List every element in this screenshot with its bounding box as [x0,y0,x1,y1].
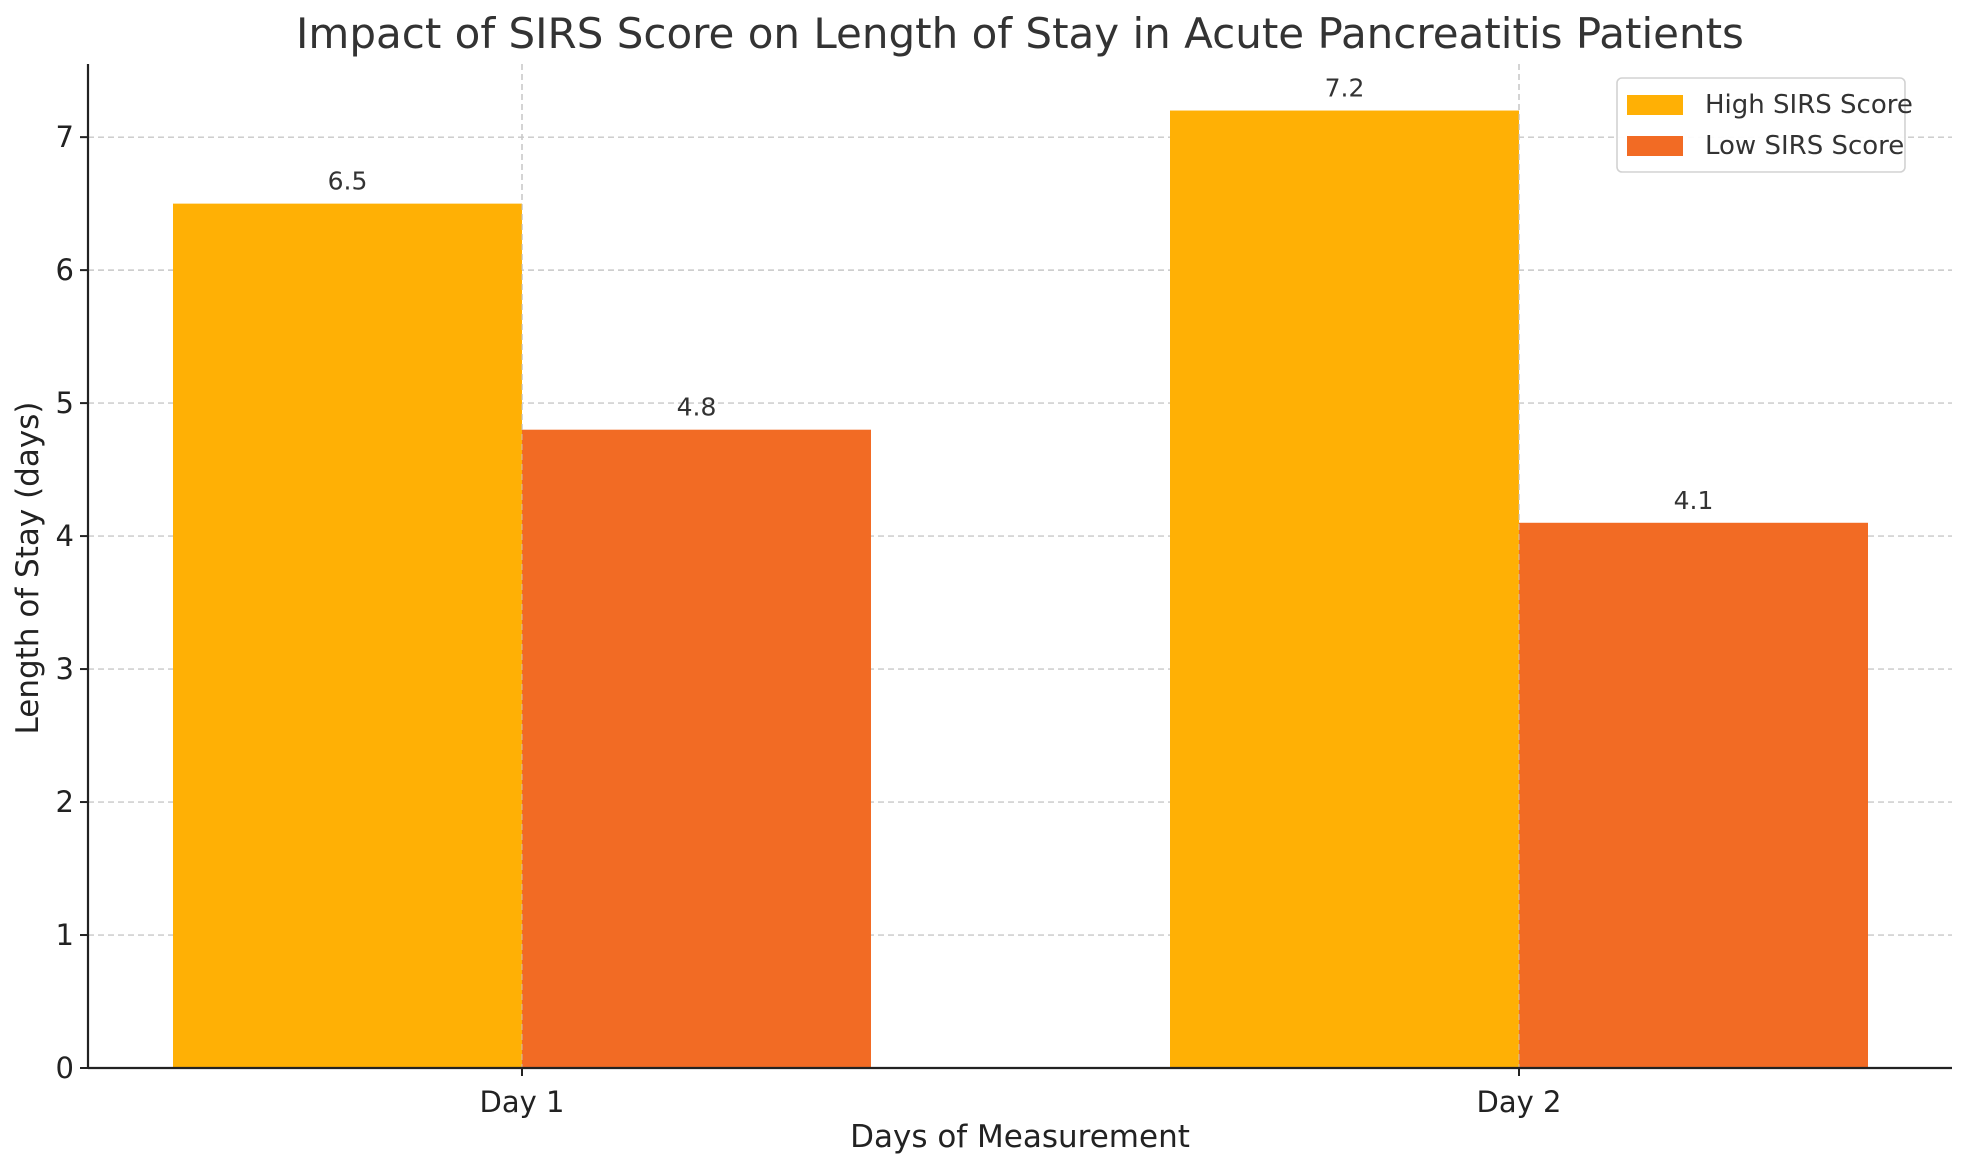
y-tick-label: 4 [56,519,74,553]
y-tick-label: 6 [56,253,74,287]
data-labels: 6.5 7.2 4.8 4.1 [328,64,1714,1068]
y-tick-label: 5 [56,386,74,420]
bar-high-sirs-score-day-2 [1170,110,1519,1069]
x-axis-label: Days of Measurement [850,1119,1190,1155]
y-tick-label: 2 [56,785,74,819]
y-axis-label: Length of Stay (days) [10,402,46,735]
y-tick-label: 0 [56,1051,74,1085]
bar-high-sirs-score-day-1 [173,203,522,1068]
tick-labels: 0 1 2 3 4 5 6 7 Day 1 Day 2 [56,120,1562,1119]
x-tick-label: Day 1 [480,1085,565,1119]
chart-title: Impact of SIRS Score on Length of Stay i… [296,9,1744,58]
x-tick-label: Day 2 [1477,1085,1562,1119]
y-tick-label: 1 [56,918,74,952]
bar-value-label: 6.5 [328,167,368,196]
legend-entry-label: Low SIRS Score [1705,131,1904,161]
legend-swatch [1627,136,1683,156]
bar-value-label: 4.8 [677,393,717,422]
bars [173,110,1868,1069]
y-tick-label: 7 [56,120,74,154]
legend-swatch [1627,95,1683,115]
legend: High SIRS Score Low SIRS Score [1616,77,1913,173]
legend-box [1616,77,1906,173]
bar-low-sirs-score-day-1 [522,429,871,1068]
legend-entry-label: High SIRS Score [1705,90,1913,120]
axes [80,64,1952,1076]
bar-value-label: 7.2 [1325,74,1365,103]
bar-value-label: 4.1 [1674,486,1714,515]
y-tick-label: 3 [56,652,74,686]
bar-low-sirs-score-day-2 [1519,522,1868,1068]
